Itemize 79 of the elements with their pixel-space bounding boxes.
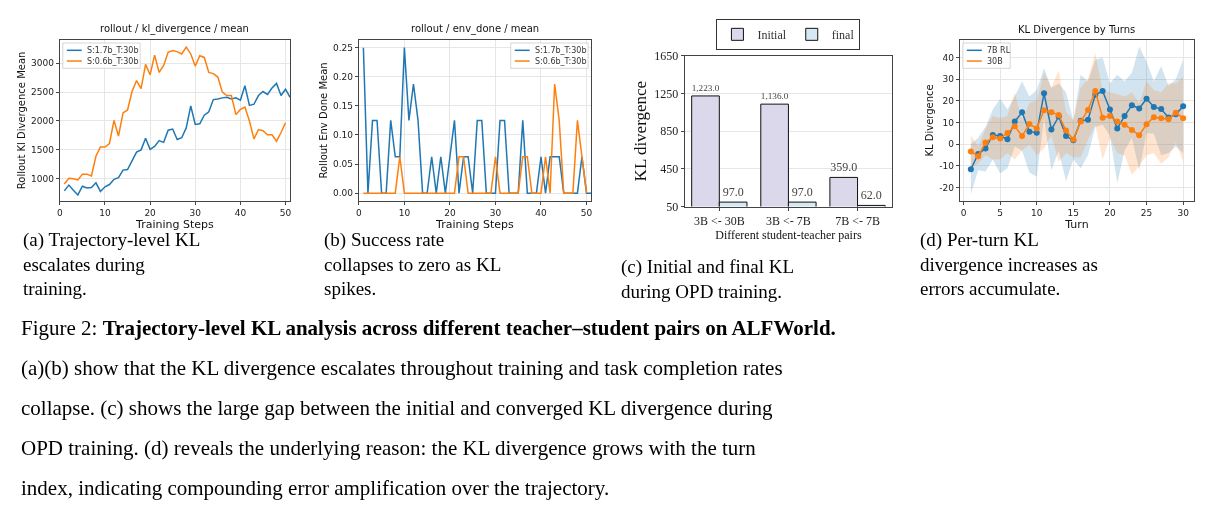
y-axis-title: KL Divergence xyxy=(924,84,936,157)
x-tick-label: 40 xyxy=(234,207,247,218)
text: (a)(b) show that the KL divergence escalates throughout training and task completion rates xyxy=(21,356,783,380)
legend-label: S:1.7b_T:30b xyxy=(535,46,587,55)
x-axis-title: Different student-teacher pairs xyxy=(715,227,862,242)
text: OPD training. (d) reveals the underlying reason: the KL divergence grows with the turn xyxy=(21,436,757,460)
x-tick-label: 20 xyxy=(444,207,456,218)
y-tick-label: 0.05 xyxy=(332,159,354,170)
chart-title: rollout / env_done / mean xyxy=(411,23,540,35)
data-label: 97.0 xyxy=(722,185,744,200)
x-tick-label: 30 xyxy=(1177,207,1190,218)
legend-label: S:0.6b_T:30b xyxy=(87,57,139,66)
y-tick-label: -20 xyxy=(939,182,955,193)
y-tick-label: 450 xyxy=(660,162,679,177)
data-label: 1,136.0 xyxy=(760,90,789,101)
x-tick-label: 10 xyxy=(398,207,411,218)
y-tick-label: 0.25 xyxy=(332,42,354,53)
legend-label: S:0.6b_T:30b xyxy=(535,57,587,66)
y-tick-label: 0 xyxy=(948,139,955,150)
y-axis-title: KL divergence xyxy=(630,80,650,182)
y-tick-label: 1000 xyxy=(31,173,55,184)
text: Trajectory-level KL analysis across different teacher–student pairs on ALFWorld. xyxy=(102,316,836,340)
x-tick-label: 5 xyxy=(997,207,1003,218)
x-tick-label: 20 xyxy=(144,207,157,218)
y-tick-label: 2500 xyxy=(31,87,55,98)
x-tick-label: 0 xyxy=(56,207,63,218)
y-tick-label: 20 xyxy=(942,96,955,107)
data-label: 97.0 xyxy=(791,185,813,200)
x-tick-label: 7B <- 7B xyxy=(835,213,880,228)
chart-title: KL Divergence by Turns xyxy=(1018,24,1136,35)
y-tick-label: 2000 xyxy=(31,116,55,127)
legend-label: 7B RL xyxy=(987,46,1011,55)
y-tick-label: 30 xyxy=(942,74,955,85)
x-axis-title: Turn xyxy=(1064,217,1089,231)
y-tick-label: 10 xyxy=(942,117,955,128)
text: collapse. (c) shows the large gap between the initial and converged KL divergence during xyxy=(21,396,773,420)
x-tick-label: 10 xyxy=(1031,207,1043,218)
chart-title: rollout / kl_divergence / mean xyxy=(100,23,249,35)
y-tick-label: 850 xyxy=(660,124,679,139)
x-tick-label: 25 xyxy=(1140,207,1153,218)
legend-label: Initial xyxy=(757,28,787,43)
y-tick-label: 3000 xyxy=(31,58,55,69)
y-tick-label: -10 xyxy=(939,161,955,172)
data-label: 62.0 xyxy=(860,188,882,203)
x-tick-label: 50 xyxy=(279,207,292,218)
y-tick-label: 1650 xyxy=(654,48,679,63)
text: (d) Per-turn KL divergence increases as errors accumulate. xyxy=(920,229,1098,300)
x-axis-title: Training Steps xyxy=(135,217,215,231)
text: (c) Initial and final KL during OPD training. xyxy=(621,256,795,302)
legend-label: 30B xyxy=(987,57,1003,66)
x-tick-label: 15 xyxy=(1067,207,1080,218)
y-tick-label: 0.20 xyxy=(332,71,354,82)
x-tick-label: 40 xyxy=(535,207,547,218)
y-tick-label: 0.00 xyxy=(332,188,354,199)
caption: Figure 2: xyxy=(21,316,98,340)
y-tick-label: 1250 xyxy=(654,86,679,101)
legend-label: S:1.7b_T:30b xyxy=(87,46,139,55)
x-tick-label: 10 xyxy=(99,207,111,218)
x-tick-label: 0 xyxy=(960,207,967,218)
x-tick-label: 30 xyxy=(189,207,202,218)
y-tick-label: 40 xyxy=(942,52,955,63)
text: index, indicating compounding error amplification over the trajectory. xyxy=(21,476,610,500)
x-tick-label: 30 xyxy=(489,207,502,218)
data-label: 1,223.0 xyxy=(691,82,720,93)
y-tick-label: 0.15 xyxy=(332,101,354,112)
text: (b) Success rate collapses to zero as KL spikes. xyxy=(324,229,502,300)
x-tick-label: 20 xyxy=(1104,207,1116,218)
x-tick-label: 3B <- 7B xyxy=(766,213,811,228)
x-tick-label: 50 xyxy=(580,207,593,218)
y-tick-label: 0.10 xyxy=(332,130,354,141)
x-tick-label: 3B <- 30B xyxy=(693,213,745,228)
legend-label: final xyxy=(831,28,855,43)
text: (a) Trajectory-level KL escalates during training. xyxy=(23,229,201,300)
y-axis-title: Rollout Env Done Mean xyxy=(317,62,329,179)
y-tick-label: 1500 xyxy=(31,145,55,156)
data-label: 359.0 xyxy=(830,160,858,175)
x-axis-title: Training Steps xyxy=(435,217,515,231)
y-axis-title: Rollout Kl Divergence Mean xyxy=(16,51,28,190)
x-tick-label: 0 xyxy=(355,207,362,218)
